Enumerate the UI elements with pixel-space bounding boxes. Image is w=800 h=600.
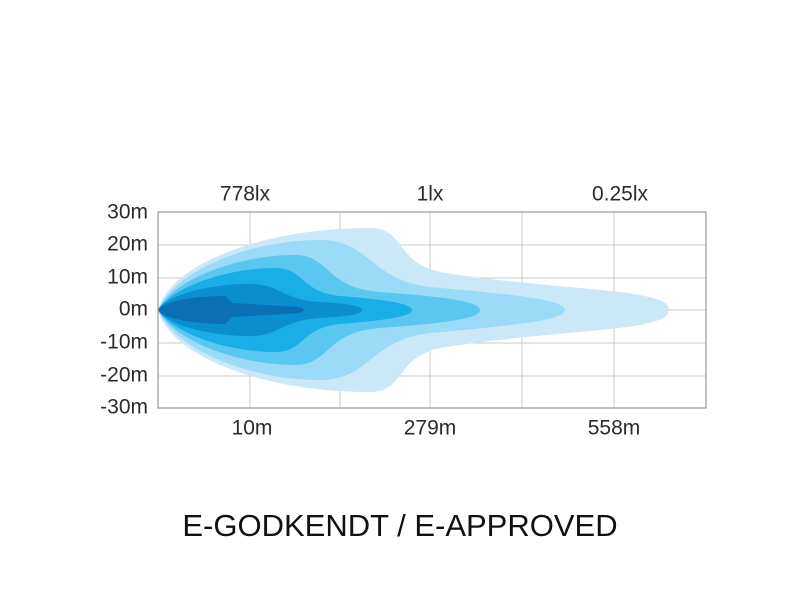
y-label: 10m [107, 266, 148, 289]
top-label: 1lx [417, 183, 444, 206]
y-label: 30m [107, 201, 148, 224]
beam-pattern [158, 228, 669, 392]
caption: E-GODKENDT / E-APPROVED [182, 508, 617, 543]
top-label: 778lx [220, 183, 271, 206]
bottom-label: 558m [588, 417, 641, 440]
bottom-label: 279m [404, 417, 457, 440]
y-label: 0m [119, 298, 148, 321]
y-label: -10m [100, 331, 148, 354]
top-label: 0.25lx [592, 183, 649, 206]
bottom-label: 10m [232, 417, 273, 440]
y-label: -20m [100, 364, 148, 387]
y-label: 20m [107, 233, 148, 256]
plot-frame [157, 211, 707, 409]
y-label: -30m [100, 396, 148, 419]
